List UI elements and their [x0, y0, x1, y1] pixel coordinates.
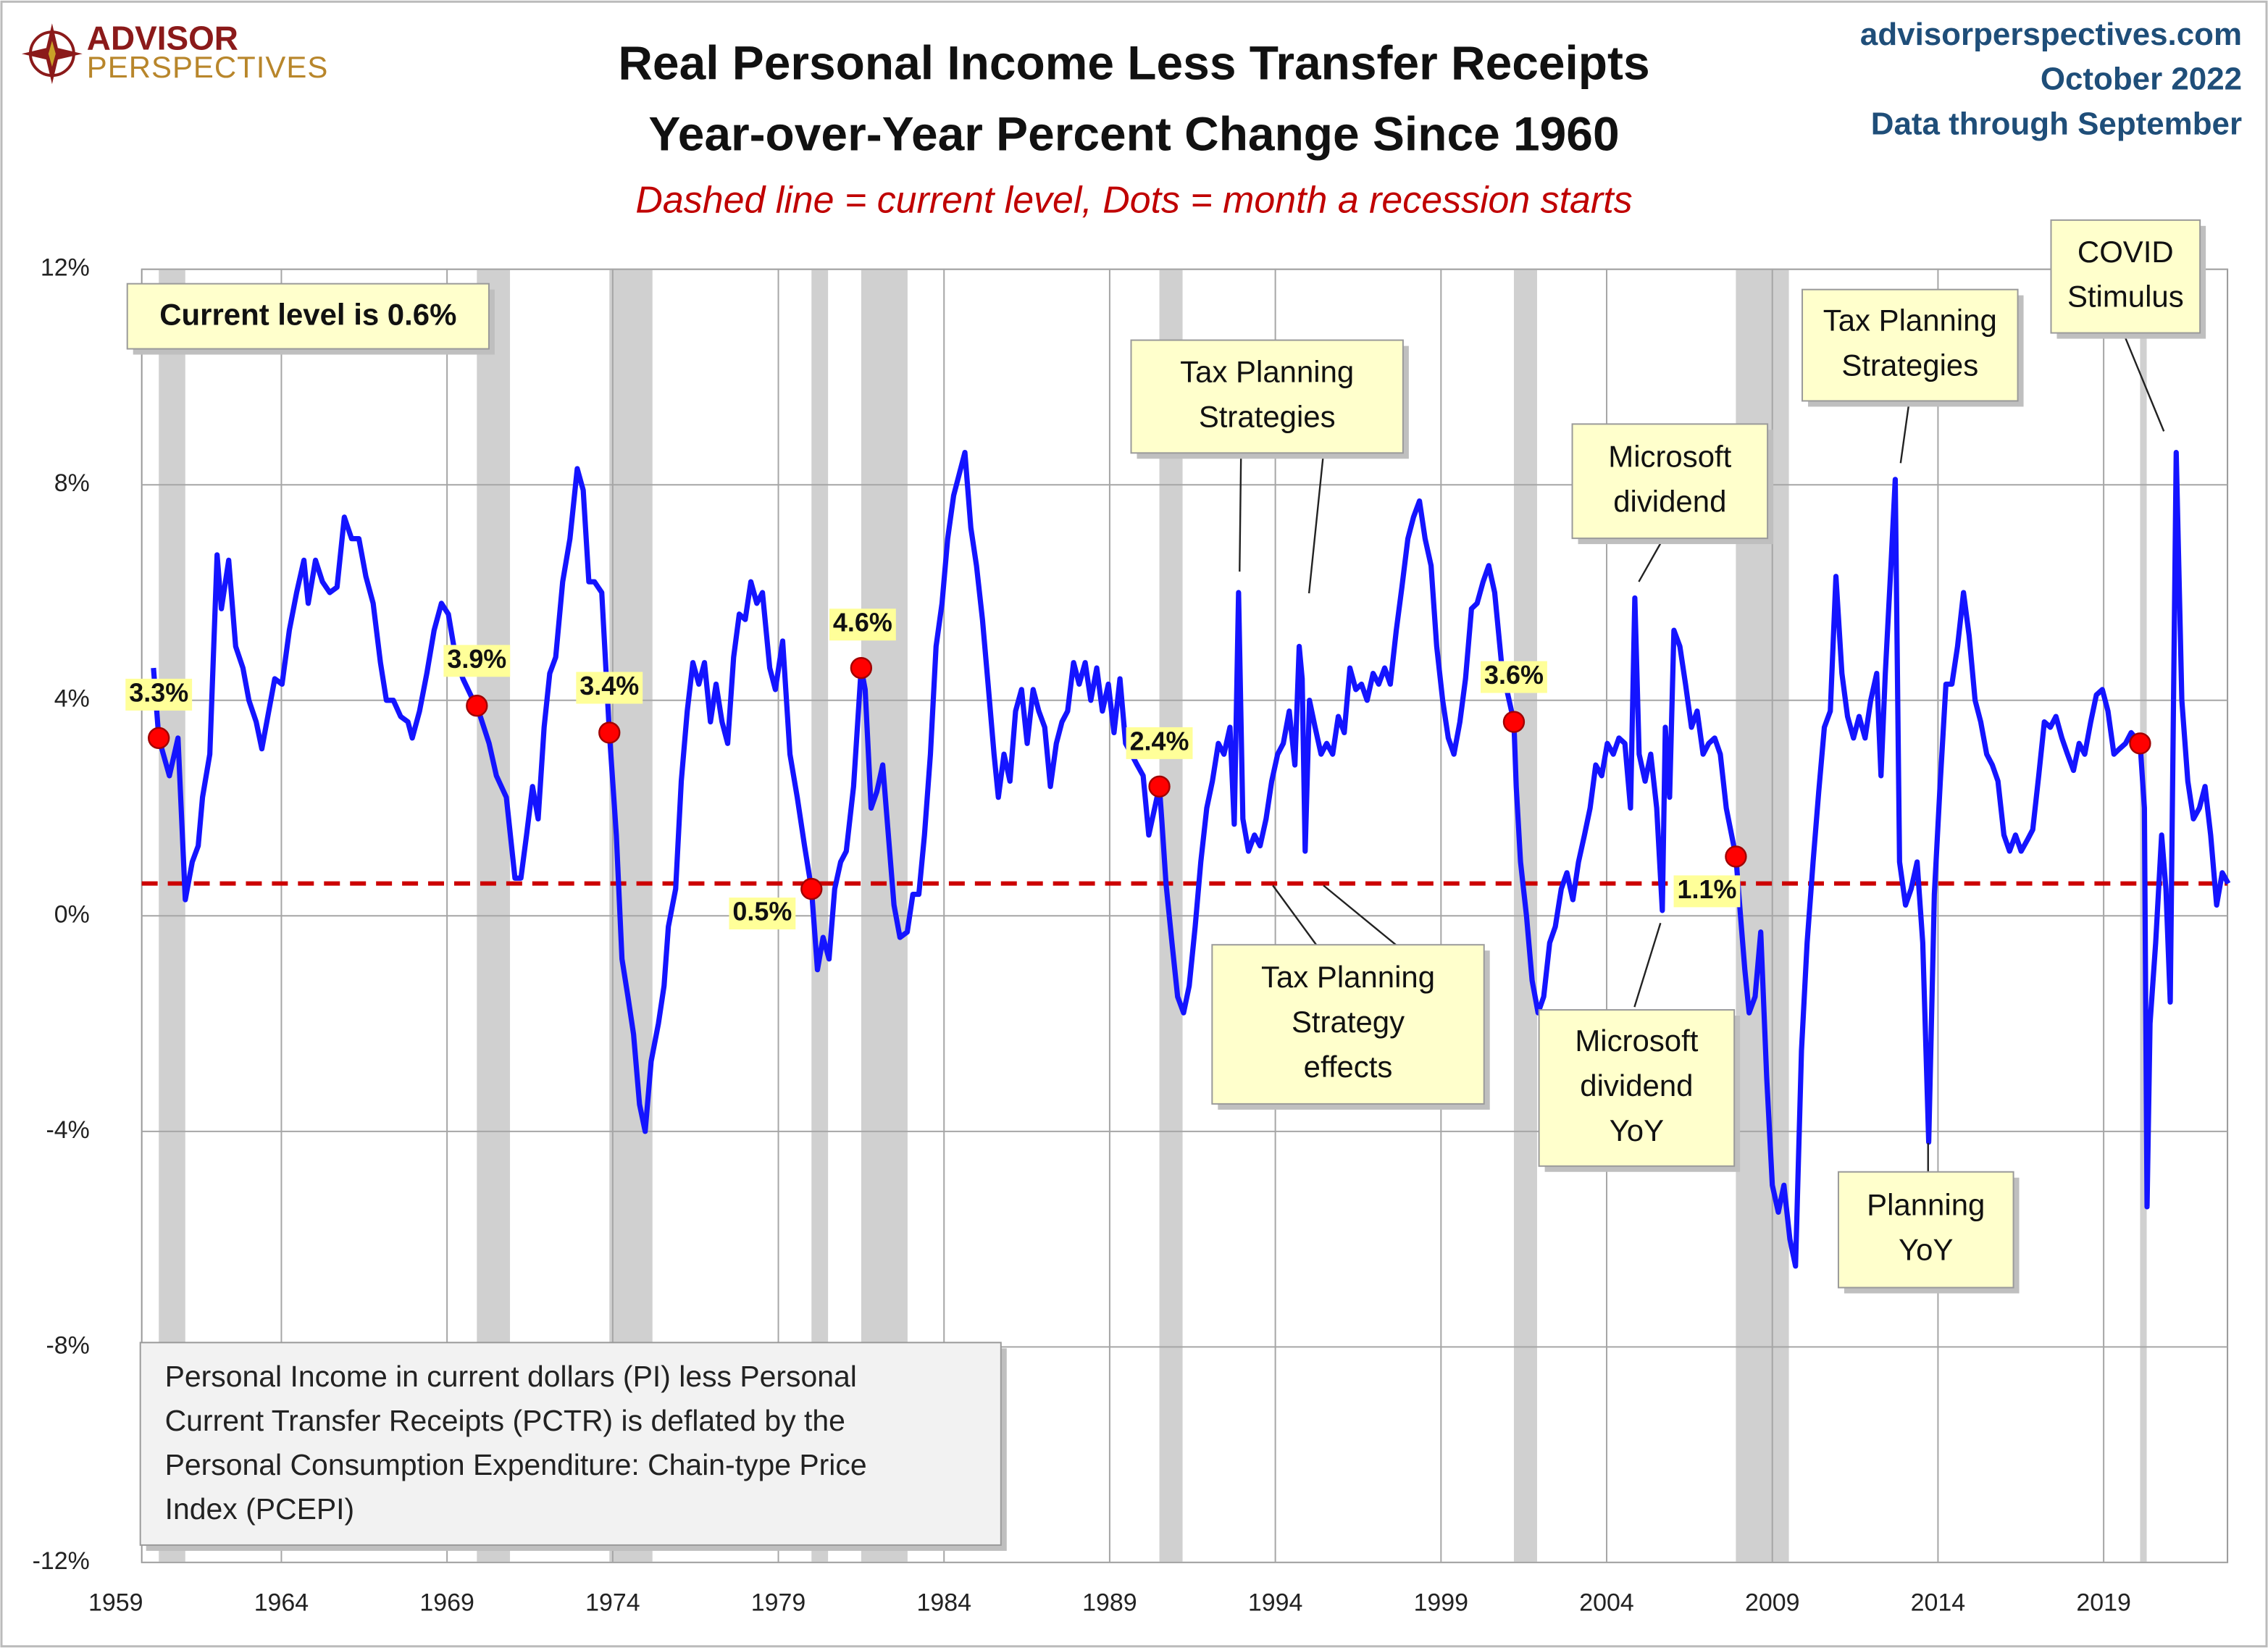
dot-label: 1.1%: [1678, 874, 1737, 904]
annotation-box: [1571, 423, 1769, 540]
y-tick-label: 8%: [54, 469, 90, 497]
annotation-text: Strategy: [1292, 1005, 1405, 1039]
current-level-box: [126, 283, 490, 350]
chart-title: Year-over-Year Percent Change Since 1960: [648, 106, 1619, 160]
note-box: [139, 1342, 1002, 1546]
annotation-leader: [2122, 332, 2165, 432]
annotation-leader: [1899, 401, 1910, 464]
annotation-text: dividend: [1613, 484, 1726, 518]
logo-bottom: PERSPECTIVES: [87, 50, 328, 84]
annotation-text: Strategies: [1199, 399, 1336, 433]
annotation-box: [1837, 1171, 2014, 1289]
x-tick-label: 1999: [1414, 1589, 1469, 1617]
x-tick-label: 2014: [1911, 1589, 1966, 1617]
recession-dot: [2129, 732, 2151, 755]
x-tick-label: 1994: [1248, 1589, 1303, 1617]
annotation-leader: [1272, 884, 1318, 945]
annotation-text: Strategies: [1841, 348, 1978, 382]
annotation-leader: [1638, 538, 1665, 582]
x-tick-label: 2019: [2076, 1589, 2131, 1617]
recession-dot: [1502, 711, 1526, 733]
annotation-leader: [1307, 453, 1325, 594]
logo: [21, 23, 83, 85]
recession-dot: [1148, 775, 1171, 798]
x-tick-label: 1959: [88, 1589, 143, 1617]
dot-label: 3.6%: [1484, 660, 1544, 690]
recession-dot: [1725, 845, 1747, 868]
annotation-box: [1130, 339, 1404, 454]
annotation-leader: [1239, 453, 1242, 572]
annotation-text: YoY: [1610, 1113, 1664, 1147]
y-tick-label: 0%: [54, 900, 90, 928]
annotation-text: effects: [1304, 1050, 1393, 1084]
recession-dot: [850, 656, 873, 679]
dot-label: 2.4%: [1130, 726, 1189, 756]
source: October 2022: [2041, 62, 2242, 97]
recession-dot: [598, 721, 621, 744]
annotation-text: Microsoft: [1575, 1024, 1698, 1058]
dot-label: 0.5%: [732, 897, 792, 927]
annotation-box: [2050, 219, 2201, 334]
annotation-leader: [1323, 884, 1397, 946]
logo-top: ADVISOR: [87, 19, 238, 57]
x-tick-label: 1984: [916, 1589, 971, 1617]
chart-subtitle: Dashed line = current level, Dots = mont…: [635, 180, 1632, 222]
annotation-text: Tax Planning: [1180, 355, 1354, 389]
annotation-text: Tax Planning: [1261, 960, 1435, 994]
dot-label: 4.6%: [833, 608, 892, 637]
y-tick-label: 4%: [54, 685, 90, 713]
recession-dot: [800, 877, 823, 900]
dot-label-bg: [125, 678, 193, 711]
dot-label-bg: [1126, 727, 1193, 759]
source: Data through September: [1871, 106, 2242, 142]
x-tick-label: 1974: [585, 1589, 640, 1617]
dot-label: 3.9%: [447, 644, 506, 674]
recession-dot: [148, 727, 170, 750]
y-tick-label: -8%: [46, 1331, 89, 1359]
dot-label-bg: [829, 608, 896, 641]
recession-dot: [466, 695, 488, 717]
y-tick-label: 12%: [41, 254, 90, 282]
x-tick-label: 2009: [1745, 1589, 1800, 1617]
dot-label-bg: [729, 898, 796, 930]
annotation-text: dividend: [1580, 1068, 1693, 1103]
y-tick-label: -12%: [33, 1547, 90, 1575]
note-text: Current Transfer Receipts (PCTR) is defl…: [165, 1404, 845, 1437]
data-line: [151, 450, 2231, 1269]
dot-label-bg: [443, 645, 511, 677]
annotation-text: Planning: [1867, 1188, 1985, 1222]
source: advisorperspectives.com: [1860, 17, 2242, 52]
dot-label-bg: [1481, 661, 1547, 693]
annotation-box: [1211, 944, 1485, 1105]
annotation-text: YoY: [1899, 1233, 1953, 1267]
x-tick-label: 1989: [1082, 1589, 1137, 1617]
dot-label: 3.4%: [579, 671, 639, 700]
x-tick-label: 2004: [1579, 1589, 1634, 1617]
note-text: Personal Consumption Expenditure: Chain-…: [165, 1448, 867, 1481]
annotation-text: Stimulus: [2067, 280, 2184, 314]
dot-label: 3.3%: [129, 677, 188, 707]
annotation-leader: [1633, 922, 1662, 1008]
x-tick-label: 1979: [751, 1589, 806, 1617]
x-tick-label: 1969: [419, 1589, 474, 1617]
annotation-box: [1802, 288, 2019, 402]
chart-title: Real Personal Income Less Transfer Recei…: [618, 36, 1649, 90]
annotation-text: Microsoft: [1608, 439, 1731, 473]
dot-label-bg: [576, 672, 643, 704]
current-level-label: Current level is 0.6%: [159, 298, 456, 332]
annotation-text: Tax Planning: [1823, 304, 1997, 338]
y-tick-label: -4%: [46, 1116, 89, 1144]
note-text: Index (PCEPI): [165, 1492, 355, 1526]
x-tick-label: 1964: [254, 1589, 309, 1617]
annotation-box: [1538, 1009, 1736, 1167]
dot-label-bg: [1673, 875, 1741, 908]
annotation-text: COVID: [2077, 235, 2174, 269]
note-text: Personal Income in current dollars (PI) …: [165, 1360, 857, 1393]
